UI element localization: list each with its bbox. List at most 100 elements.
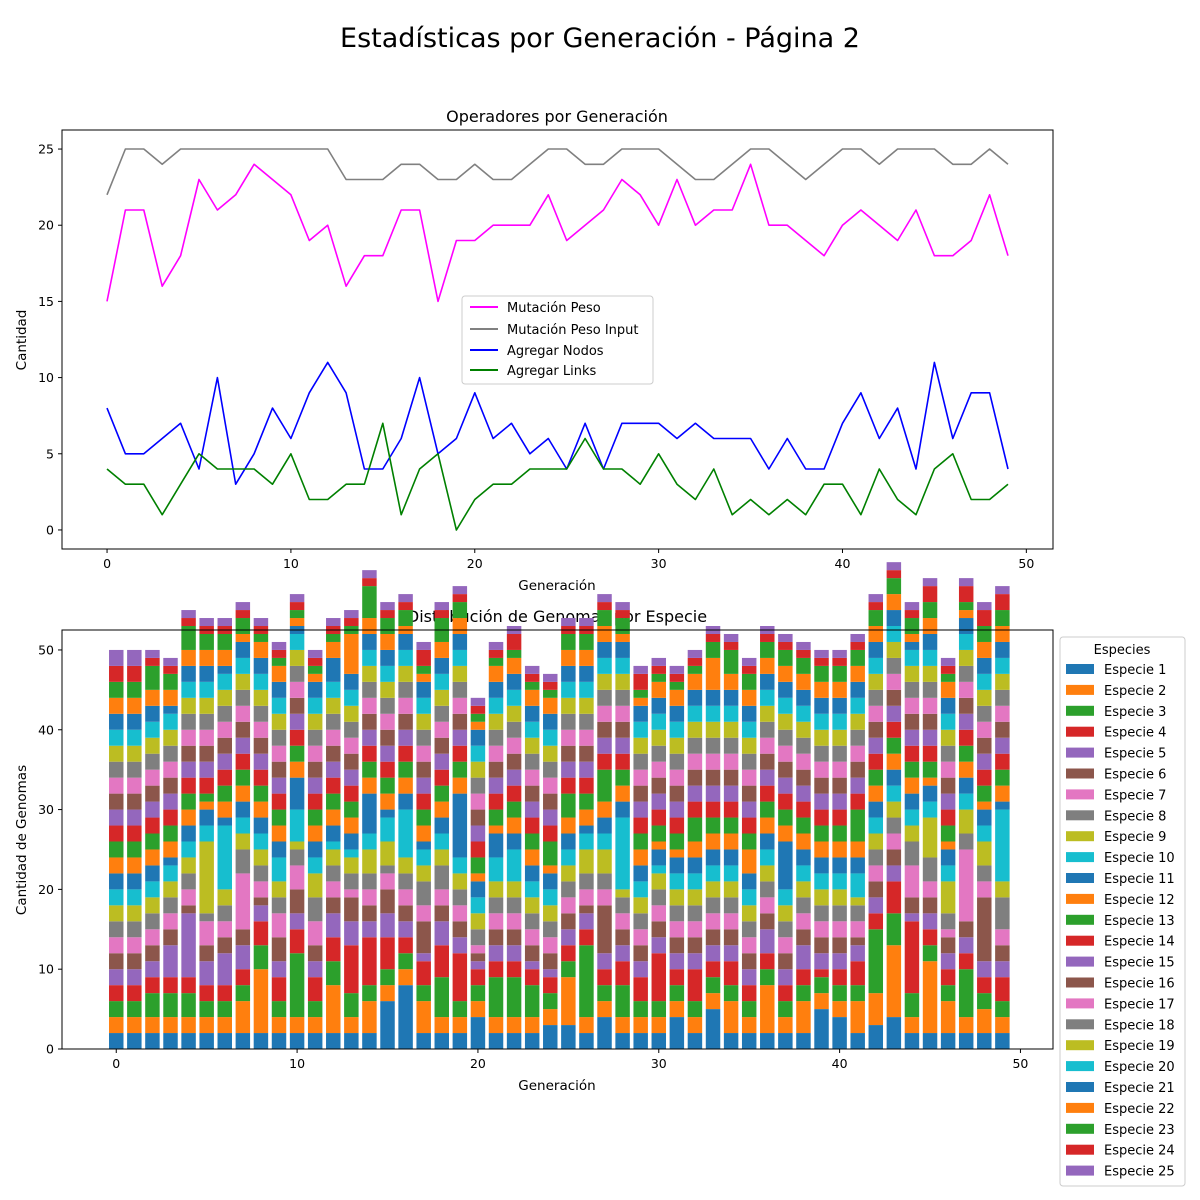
bar-segment-especie-15 [217,753,232,770]
bar-segment-especie-18 [940,745,956,762]
bar-segment-especie-20 [597,657,612,674]
bar-segment-especie-19 [289,649,305,666]
bar-segment-especie-12 [723,833,739,850]
bar-segment-especie-14 [977,769,992,786]
bar-segment-especie-17 [380,713,395,730]
bar-segment-especie-4 [705,961,721,978]
bar-segment-especie-18 [307,729,323,746]
bar-segment-especie-7 [307,921,323,946]
bar-segment-especie-1 [796,1033,811,1049]
bar-segment-especie-3 [452,1001,468,1018]
bar-segment-especie-18 [344,721,359,738]
bar-segment-especie-8 [145,913,160,930]
bar-segment-especie-4 [416,961,431,986]
bar-segment-especie-13 [398,761,413,778]
bar-segment-especie-20 [217,673,232,690]
bar-segment-especie-23 [398,610,413,627]
bar-segment-especie-14 [922,745,938,762]
bar-segment-especie-22 [543,697,558,714]
bar-segment-especie-1 [470,1017,486,1049]
bar-segment-especie-5 [199,961,214,986]
bar-segment-especie-5 [488,945,504,962]
bar-segment-especie-8 [796,897,811,914]
bar-segment-especie-23 [289,610,305,619]
bar-segment-especie-2 [940,1001,956,1034]
bar-segment-especie-23 [307,665,323,674]
bar-segment-especie-6 [199,945,214,962]
bar-segment-especie-3 [723,985,739,1002]
bar-segment-especie-14 [109,825,124,842]
bar-segment-especie-21 [506,673,522,690]
bar-segment-especie-23 [362,586,377,619]
bar-segment-especie-1 [850,1033,865,1049]
bar-segment-especie-10 [217,825,232,890]
bar-segment-especie-23 [958,602,974,611]
bar-segment-especie-15 [705,785,721,802]
bar-segment-especie-6 [778,953,793,970]
bar-segment-especie-2 [235,1001,251,1034]
bar-segment-especie-8 [181,873,196,890]
bar-segment-especie-10 [561,849,576,866]
bar-segment-especie-15 [922,729,938,746]
bar-segment-especie-9 [904,825,920,842]
bar-segment-especie-24 [995,594,1010,611]
bar-segment-especie-8 [741,921,757,938]
legend-swatch-especie-15 [1066,956,1094,967]
bar-segment-especie-20 [579,681,594,698]
chart2-legend-title: Especies [1094,643,1151,658]
bar-segment-especie-23 [850,649,865,666]
bar-segment-especie-21 [344,673,359,690]
bar-segment-especie-16 [814,777,829,794]
chart2-frame [61,629,1054,1050]
bar-segment-especie-25 [181,610,196,619]
bar-segment-especie-12 [669,849,685,858]
bar-segment-especie-7 [669,921,685,938]
bar-segment-especie-3 [995,1001,1010,1018]
bar-segment-especie-19 [995,673,1010,690]
bar-segment-especie-4 [760,953,775,970]
bar-segment-especie-16 [868,721,884,738]
bar-segment-especie-25 [163,657,178,666]
bar-segment-especie-21 [705,689,721,706]
bar-segment-especie-23 [796,657,811,674]
bar-segment-especie-12 [977,801,992,810]
bar-segment-especie-11 [253,817,269,834]
bar-segment-especie-12 [561,817,576,834]
bar-segment-especie-17 [253,721,269,738]
bar-segment-especie-11 [579,825,594,834]
bar-segment-especie-19 [561,697,576,714]
bar-segment-especie-2 [579,1017,594,1034]
bar-segment-especie-3 [904,993,920,1018]
bar-segment-especie-23 [705,641,721,658]
bar-segment-especie-11 [163,857,178,866]
bar-segment-especie-12 [253,801,269,818]
chart2-bars [109,562,1010,1049]
bar-segment-especie-5 [289,913,305,930]
x-tick-label: 30 [651,556,667,571]
bar-segment-especie-12 [886,753,902,770]
bar-segment-especie-23 [723,649,739,674]
bar-segment-especie-18 [561,713,576,730]
bar-segment-especie-10 [434,833,449,850]
bar-segment-especie-3 [163,993,178,1018]
bar-segment-especie-17 [326,729,341,746]
legend-swatch-especie-2 [1066,684,1094,695]
bar-segment-especie-1 [488,1033,504,1049]
bar-segment-especie-14 [163,809,178,826]
bar-segment-especie-19 [615,673,630,690]
bar-segment-especie-7 [760,897,775,914]
bar-segment-especie-9 [362,849,377,874]
bar-segment-especie-21 [362,633,377,650]
bar-segment-especie-4 [597,969,612,986]
bar-segment-especie-12 [217,801,232,818]
bar-segment-especie-18 [452,681,468,698]
bar-segment-especie-13 [597,769,612,802]
bar-segment-especie-15 [163,793,178,810]
bar-segment-especie-10 [940,865,956,882]
bar-segment-especie-11 [687,857,703,874]
bar-segment-especie-17 [850,745,865,762]
bar-segment-especie-17 [145,769,160,786]
y-tick-label: 5 [46,446,54,461]
bar-segment-especie-15 [904,729,920,746]
bar-segment-especie-4 [380,937,395,970]
